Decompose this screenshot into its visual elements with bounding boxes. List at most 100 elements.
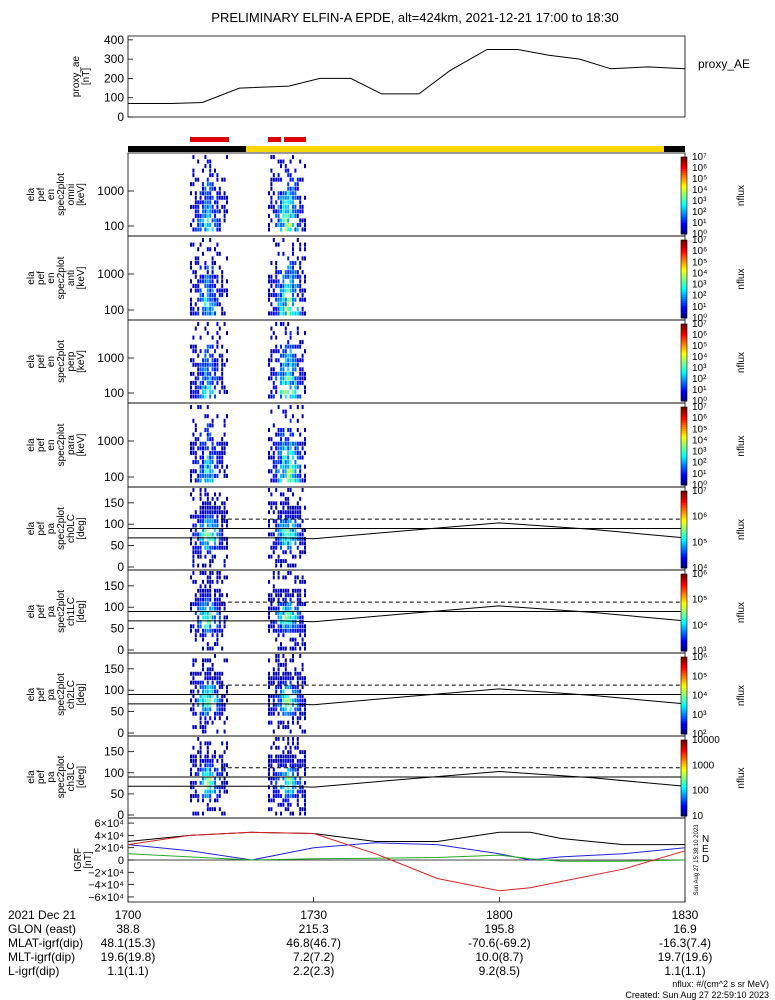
spectrogram-cell bbox=[199, 597, 202, 602]
spectrogram-cell bbox=[280, 344, 282, 349]
spectrogram-cell bbox=[289, 469, 292, 474]
spectrogram-cell bbox=[294, 745, 297, 750]
ylabel-line: [keV] bbox=[76, 433, 87, 456]
spectrogram-cell bbox=[304, 579, 306, 584]
spectrogram-cell bbox=[206, 593, 209, 598]
spectrogram-cell bbox=[214, 367, 216, 372]
colorbar-segment bbox=[681, 633, 687, 637]
spectrogram-cell bbox=[284, 523, 287, 528]
spectrogram-cell bbox=[296, 427, 299, 433]
spectrogram-cell bbox=[277, 514, 280, 519]
spectrogram-cell bbox=[292, 367, 294, 372]
spectrogram-cell bbox=[280, 811, 282, 816]
spectrogram-cell bbox=[299, 611, 302, 615]
spectrogram-cell bbox=[226, 593, 228, 598]
spectrogram-cell bbox=[304, 707, 306, 712]
spectrogram-cell bbox=[216, 794, 219, 798]
footer-value: 1700 bbox=[114, 908, 142, 922]
colorbar-segment bbox=[681, 548, 687, 552]
colorbar-segment bbox=[681, 352, 687, 356]
spectrogram-cell bbox=[214, 519, 216, 524]
colorbar-frame bbox=[680, 323, 688, 402]
footer-value: 1830 bbox=[671, 908, 699, 922]
spectrogram-cell bbox=[284, 698, 287, 703]
spectrogram-cell bbox=[206, 279, 209, 284]
spectrogram-cell bbox=[277, 611, 280, 615]
spectrogram-cell bbox=[194, 385, 197, 390]
spectrogram-cell bbox=[287, 767, 290, 772]
spectrogram-cell bbox=[216, 322, 219, 327]
spectrogram-cell bbox=[211, 505, 214, 510]
colorbar-segment bbox=[681, 290, 687, 294]
spectrogram-cell bbox=[190, 602, 192, 607]
spectrogram-cell bbox=[280, 389, 282, 394]
spectrogram-cell bbox=[192, 242, 195, 247]
spectrogram-cell bbox=[223, 514, 226, 519]
colorbar-segment bbox=[681, 360, 687, 363]
ylabel-line: spec2plot bbox=[56, 755, 67, 798]
spectrogram-cell bbox=[304, 780, 306, 785]
colorbar-segment bbox=[681, 762, 687, 766]
spectrogram-cell bbox=[301, 637, 304, 642]
spectrogram-cell bbox=[294, 385, 297, 390]
spectrogram-cell bbox=[206, 218, 209, 223]
spectrogram-cell bbox=[277, 559, 280, 564]
spectrogram-cell bbox=[296, 505, 299, 510]
ylabel-line: ela bbox=[26, 604, 37, 618]
spectrogram-cell bbox=[292, 213, 294, 218]
spectrogram-cell bbox=[284, 776, 287, 781]
colorbar-segment bbox=[681, 329, 687, 333]
spectrogram-cell bbox=[206, 380, 209, 385]
spectrogram-cell bbox=[287, 519, 290, 524]
spectrogram-cell bbox=[221, 772, 224, 776]
spectrogram-cell bbox=[206, 611, 209, 615]
spectrogram-cell bbox=[284, 222, 287, 227]
spectrogram-cell bbox=[199, 367, 202, 372]
spectrogram-cell bbox=[226, 519, 228, 524]
spectrogram-cell bbox=[190, 344, 192, 349]
spectrogram-cell bbox=[304, 331, 306, 336]
spectrogram-cell bbox=[296, 741, 299, 746]
spectrogram-cell bbox=[204, 164, 207, 169]
spectrogram-cell bbox=[192, 270, 195, 275]
colorbar-segment bbox=[681, 222, 687, 225]
spectrogram-cell bbox=[209, 505, 212, 510]
footer-value: 38.8 bbox=[116, 922, 140, 936]
colorbar-segment bbox=[681, 467, 687, 470]
ylabel-line: spec2plot bbox=[56, 673, 67, 716]
spectrogram-cell bbox=[282, 302, 285, 307]
spectrogram-cell bbox=[211, 754, 214, 759]
spectrogram-cell bbox=[197, 628, 200, 633]
spectrogram-cell bbox=[294, 260, 297, 266]
spectrogram-cell bbox=[304, 763, 306, 768]
colorbar-segment bbox=[681, 774, 687, 777]
colorbar-segment bbox=[681, 629, 687, 633]
colorbar-segment bbox=[681, 350, 687, 354]
spectrogram-cell bbox=[202, 528, 204, 532]
spectrogram-cell bbox=[287, 371, 290, 376]
spectrogram-cell bbox=[199, 362, 202, 367]
spectrogram-cell bbox=[197, 376, 200, 381]
spectrogram-cell bbox=[214, 528, 216, 532]
spectrogram-cell bbox=[216, 302, 219, 307]
spectrogram-cell bbox=[218, 611, 221, 615]
spectrogram-cell bbox=[294, 588, 297, 593]
science-zone-bar-1 bbox=[190, 137, 229, 142]
colorbar-segment bbox=[681, 207, 687, 210]
spectrogram-cell bbox=[221, 698, 224, 703]
spectrogram-cell bbox=[296, 628, 299, 633]
spectrogram-cell bbox=[277, 191, 280, 196]
spectrogram-cell bbox=[292, 676, 294, 681]
spectrogram-cell bbox=[268, 469, 270, 474]
spectrogram-cell bbox=[211, 532, 214, 537]
spectrogram-cell bbox=[294, 297, 297, 302]
spectrogram-cell bbox=[202, 698, 204, 703]
spectrogram-cell bbox=[202, 514, 204, 519]
colorbar-segment bbox=[681, 680, 687, 683]
spectrogram-cell bbox=[221, 741, 224, 746]
spectrogram-cell bbox=[221, 353, 224, 358]
spectrogram-cell bbox=[277, 667, 280, 672]
spectrogram-cell bbox=[209, 772, 212, 776]
